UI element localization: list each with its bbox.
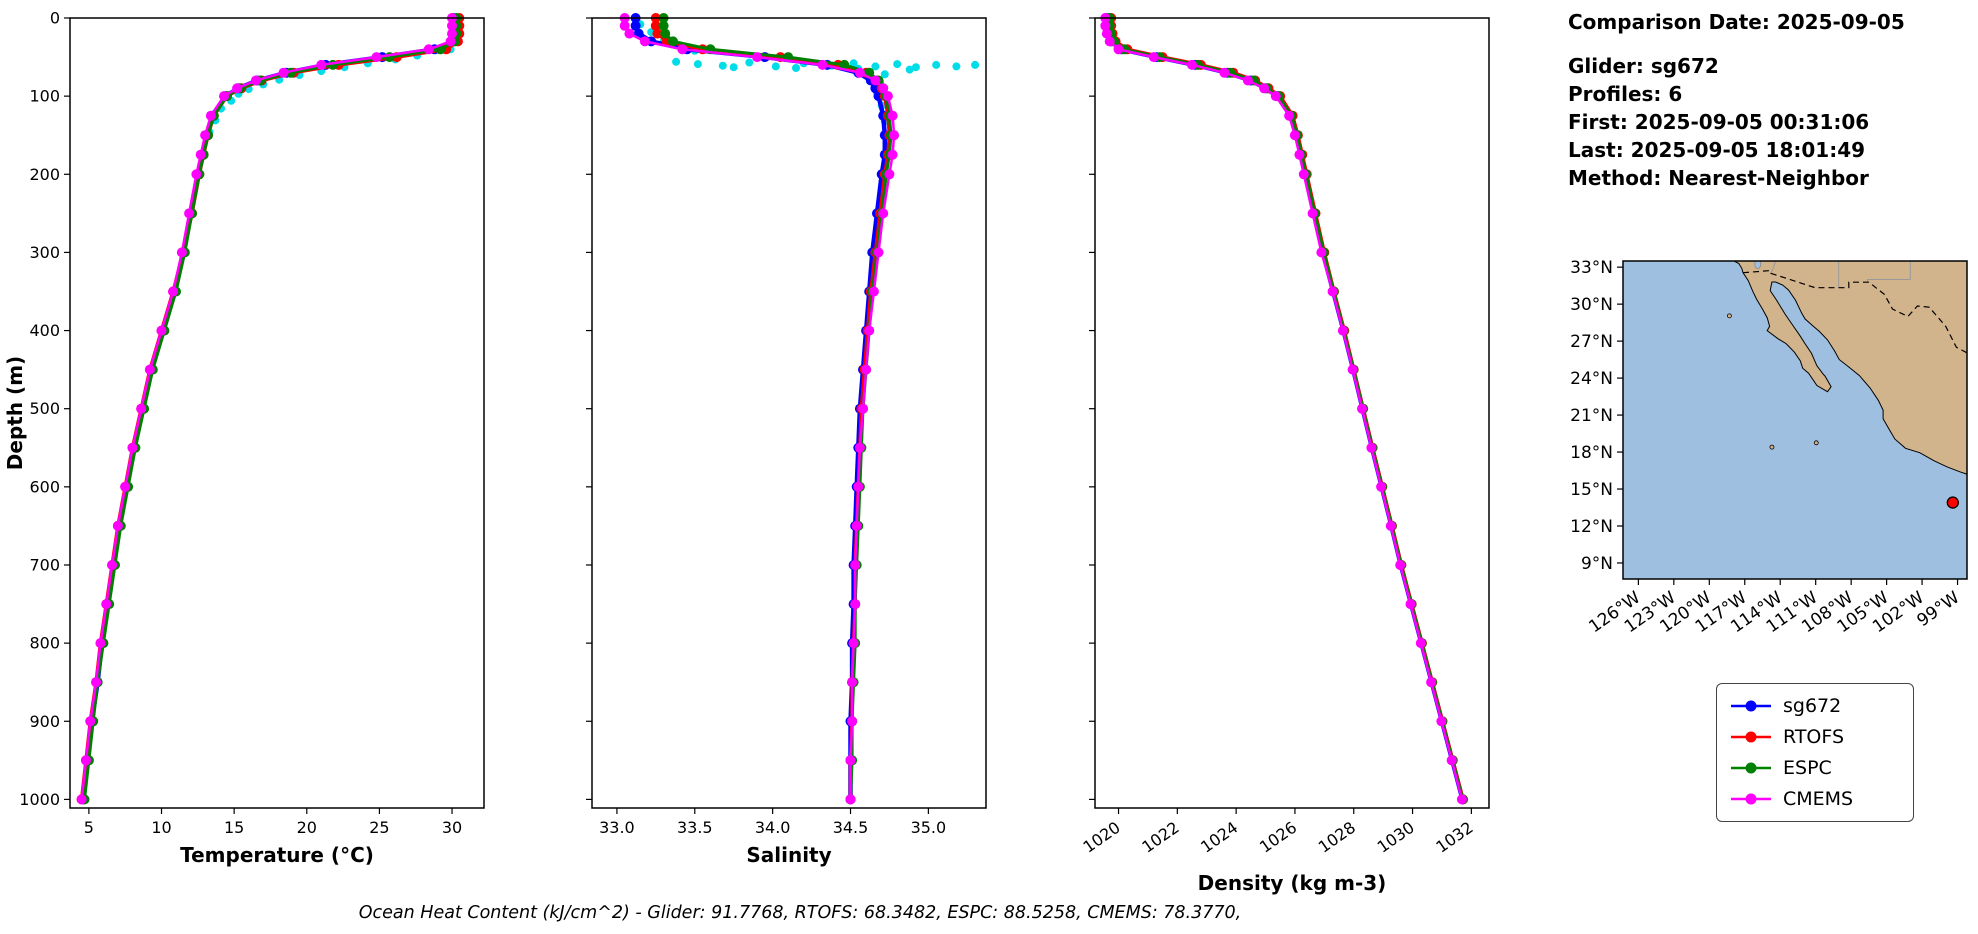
legend: sg672 RTOFS ESPC CMEMS [1716, 683, 1914, 822]
info-spacer [1568, 36, 1968, 52]
chart-temperature: 5 10 15 20 25 30 0 100 200 300 400 500 600 700 800 900 1… [0, 0, 540, 900]
temperature-profile-series-CMEMS [76, 13, 457, 805]
salinity-profile-xlabel: Salinity [746, 843, 831, 867]
temperature-profile-yticks: 0 100 200 300 400 500 600 700 800 900 1000 [19, 9, 70, 809]
svg-text:500: 500 [29, 399, 60, 418]
svg-text:1032: 1032 [1432, 818, 1476, 857]
svg-text:400: 400 [29, 321, 60, 340]
svg-text:33.0: 33.0 [599, 818, 635, 837]
svg-text:1020: 1020 [1080, 818, 1124, 857]
legend-label: ESPC [1783, 757, 1832, 779]
legend-item-rtofs: RTOFS [1729, 724, 1901, 750]
density-profile-svg: 1020 1022 1024 1026 1028 1030 1032 Density (kg … [1080, 13, 1490, 895]
glider-location-marker [1946, 496, 1959, 509]
salinity-profile-xticks: 33.0 33.5 34.0 34.5 35.0 [599, 808, 946, 837]
salinity-profile-yticks [586, 17, 592, 801]
legend-marker-sg672 [1731, 700, 1771, 712]
svg-text:30°N: 30°N [1570, 295, 1613, 315]
svg-text:35.0: 35.0 [911, 818, 947, 837]
svg-text:1026: 1026 [1256, 818, 1300, 857]
svg-text:34.0: 34.0 [755, 818, 791, 837]
svg-text:1022: 1022 [1138, 818, 1182, 857]
svg-text:1024: 1024 [1197, 818, 1241, 857]
first-profile-text: First: 2025-09-05 00:31:06 [1568, 110, 1870, 134]
legend-marker-cmems [1731, 793, 1771, 805]
legend-label: RTOFS [1783, 726, 1845, 748]
svg-text:24°N: 24°N [1570, 369, 1613, 389]
info-panel: Comparison Date: 2025-09-05 Glider: sg67… [1568, 8, 1968, 192]
us-mexico-border [1742, 269, 1967, 354]
svg-text:5: 5 [84, 818, 94, 837]
legend-item-cmems: CMEMS [1729, 786, 1901, 812]
map-svg: 9°N 12°N 15°N 18°N 21°N 24°N 27°N 30°N 33°N 126°W… [1570, 258, 1968, 637]
legend-item-espc: ESPC [1729, 755, 1901, 781]
profiles-count-text: Profiles: 6 [1568, 82, 1683, 106]
svg-text:34.5: 34.5 [833, 818, 869, 837]
location-map: 9°N 12°N 15°N 18°N 21°N 24°N 27°N 30°N 33°N 126°W… [1540, 250, 1978, 650]
svg-text:15°N: 15°N [1570, 480, 1613, 500]
svg-text:200: 200 [29, 165, 60, 184]
svg-text:18°N: 18°N [1570, 443, 1613, 463]
svg-text:21°N: 21°N [1570, 406, 1613, 426]
method-text: Method: Nearest-Neighbor [1568, 166, 1869, 190]
temperature-profile-xticks: 5 10 15 20 25 30 [84, 808, 462, 837]
svg-text:30: 30 [442, 818, 462, 837]
glider-text: Glider: sg672 [1568, 54, 1719, 78]
legend-label: sg672 [1783, 695, 1842, 717]
svg-text:100: 100 [29, 87, 60, 106]
svg-text:27°N: 27°N [1570, 332, 1613, 352]
svg-text:33.5: 33.5 [677, 818, 713, 837]
svg-text:1030: 1030 [1374, 818, 1418, 857]
map-lon-labels: 126°W123°W120°W117°W114°W111°W108°W105°W… [1585, 579, 1964, 637]
salinity-profile-series-CMEMS [619, 13, 900, 805]
map-state-lines [1770, 261, 1911, 288]
map-land [1726, 261, 1967, 475]
svg-text:12°N: 12°N [1570, 517, 1613, 537]
svg-text:1028: 1028 [1315, 818, 1359, 857]
chart-density: 1020 1022 1024 1026 1028 1030 1032 Density (kg … [1040, 0, 1540, 900]
last-profile-text: Last: 2025-09-05 18:01:49 [1568, 138, 1866, 162]
svg-text:600: 600 [29, 477, 60, 496]
legend-label: CMEMS [1783, 788, 1854, 810]
density-profile-xticks: 1020 1022 1024 1026 1028 1030 1032 [1080, 808, 1477, 857]
temperature-profile-ylabel: Depth (m) [3, 356, 27, 470]
map-frame [1622, 260, 1968, 580]
salinity-profile-svg: 33.0 33.5 34.0 34.5 35.0 Salinity [586, 13, 987, 867]
comparison-date-text: Comparison Date: 2025-09-05 [1568, 10, 1905, 34]
svg-text:20: 20 [297, 818, 317, 837]
density-profile-yticks [1089, 17, 1095, 801]
density-profile-series-CMEMS [1100, 13, 1467, 805]
svg-text:9°N: 9°N [1581, 554, 1613, 574]
ohc-caption: Ocean Heat Content (kJ/cm^2) - Glider: 9… [358, 903, 1242, 923]
map-lat-labels: 9°N 12°N 15°N 18°N 21°N 24°N 27°N 30°N 33°N [1570, 258, 1623, 574]
svg-text:10: 10 [151, 818, 171, 837]
chart-salinity: 33.0 33.5 34.0 34.5 35.0 Salinity [540, 0, 1040, 900]
temperature-profile-xlabel: Temperature (°C) [180, 843, 374, 867]
svg-text:1000: 1000 [19, 790, 60, 809]
svg-text:300: 300 [29, 243, 60, 262]
legend-marker-rtofs [1731, 731, 1771, 743]
temperature-profile-svg: 5 10 15 20 25 3001002003004005006007008009001… [3, 9, 485, 867]
density-profile-xlabel: Density (kg m-3) [1198, 871, 1387, 895]
svg-text:700: 700 [29, 555, 60, 574]
svg-text:15: 15 [224, 818, 244, 837]
svg-text:800: 800 [29, 634, 60, 653]
svg-text:33°N: 33°N [1570, 258, 1613, 278]
svg-text:0: 0 [50, 9, 60, 28]
legend-marker-espc [1731, 762, 1771, 774]
svg-text:900: 900 [29, 712, 60, 731]
svg-text:25: 25 [369, 818, 389, 837]
legend-item-sg672: sg672 [1729, 693, 1901, 719]
svg-text:99°W: 99°W [1913, 588, 1963, 631]
